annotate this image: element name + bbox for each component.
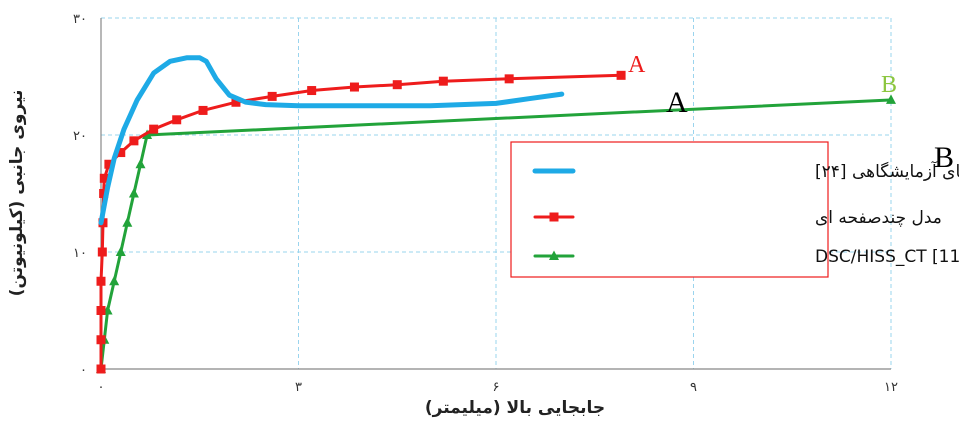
legend-label: داده های آزمایشگاهی [۲۴]	[815, 160, 959, 182]
y-tick-label: ۳۰	[73, 12, 87, 27]
data-point	[616, 70, 626, 80]
data-point	[886, 94, 896, 104]
data-point	[115, 246, 126, 256]
x-axis-title: جابجایی بالا (میلیمتر)	[425, 398, 605, 418]
data-point	[129, 136, 139, 146]
series-line	[99, 98, 893, 371]
series-line	[99, 73, 623, 371]
annotation-b-green: B	[881, 72, 897, 98]
x-tick-label: ۱۲	[884, 380, 898, 395]
data-point	[96, 364, 106, 374]
data-point	[307, 86, 317, 96]
data-point	[96, 306, 106, 315]
data-point	[198, 105, 208, 115]
x-tick-label: ۶	[493, 380, 500, 395]
y-tick-label: ۰	[80, 363, 87, 378]
data-point	[128, 188, 139, 198]
data-point	[96, 276, 106, 286]
legend-label: [11] DSC/HISS_CT	[815, 247, 959, 267]
data-point	[96, 335, 106, 345]
y-tick-label: ۲۰	[73, 129, 87, 144]
x-tick-label: ۳	[295, 380, 302, 395]
data-point	[116, 148, 126, 158]
data-point	[104, 159, 114, 169]
series-0	[98, 55, 565, 226]
data-point	[149, 124, 159, 134]
series-group	[96, 55, 896, 374]
data-point	[231, 97, 241, 107]
data-point	[97, 247, 107, 257]
y-tick-label: ۱۰	[73, 246, 87, 261]
legend-marker	[549, 250, 559, 260]
data-point	[504, 74, 514, 84]
legend: داده های آزمایشگاهی [۲۴] مدل چندصفحه ای [1…	[510, 141, 959, 278]
data-point	[172, 115, 182, 125]
data-point	[392, 80, 402, 90]
label-b: B	[934, 141, 954, 174]
annotation-a-red: A	[628, 52, 646, 78]
data-point	[438, 76, 448, 86]
x-tick-label: ۹	[690, 380, 697, 395]
data-point	[109, 275, 120, 286]
data-point	[267, 91, 277, 101]
data-point	[99, 189, 109, 198]
y-axis-title: نیروی جانبی (کیلونیوتن)	[7, 90, 27, 297]
data-point	[99, 173, 109, 183]
legend-label: مدل چندصفحه ای	[815, 208, 942, 228]
data-point	[135, 158, 146, 169]
legend-marker	[549, 212, 559, 222]
tick-labels: ۰ ۳ ۶ ۹ ۱۲ ۰ ۱۰ ۲۰ ۳۰	[73, 12, 898, 395]
x-tick-label: ۰	[98, 380, 105, 395]
data-point	[349, 82, 359, 92]
data-point	[122, 217, 133, 227]
label-a: A	[666, 86, 688, 119]
series-line	[98, 55, 565, 226]
